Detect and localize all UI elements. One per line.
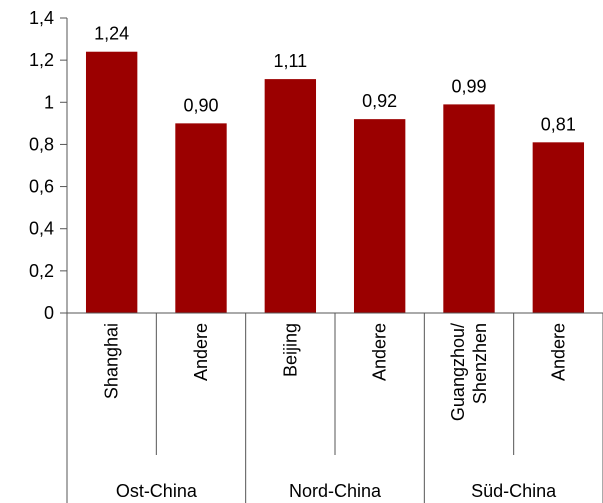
group-label: Ost-China	[116, 481, 198, 501]
y-tick-label: 0,6	[29, 177, 54, 197]
bar	[353, 119, 406, 314]
category-label: Shanghai	[102, 323, 122, 399]
data-label: 0,92	[362, 91, 397, 111]
y-tick-label: 0,4	[29, 219, 54, 239]
x-axis: Shanghai Andere Beijing Andere Guangzhou/She…	[66, 312, 603, 503]
data-labels: 1,24 0,90 1,11 0,92 0,99 0,81	[94, 24, 576, 135]
y-tick-label: 0,2	[29, 261, 54, 281]
y-tick-label: 1,4	[29, 8, 54, 28]
group-label: Nord-China	[289, 481, 382, 501]
data-label: 0,90	[183, 95, 218, 115]
bars	[85, 51, 585, 314]
data-label: 1,24	[94, 24, 129, 44]
bar	[175, 123, 227, 313]
category-label: Beijing	[280, 323, 300, 377]
data-label: 0,81	[541, 114, 576, 134]
bar	[85, 51, 138, 313]
y-tick-label: 0	[44, 303, 54, 323]
bar	[532, 142, 585, 313]
bar	[264, 79, 317, 313]
y-axis: 0 0,2 0,4 0,6 0,8 1 1,2 1,4	[29, 8, 68, 323]
category-label: Guangzhou/	[448, 323, 468, 421]
category-label: Andere	[370, 323, 390, 381]
y-tick-label: 1,2	[29, 50, 54, 70]
data-label: 0,99	[451, 76, 486, 96]
category-label: Andere	[548, 323, 568, 381]
bar	[443, 104, 495, 314]
y-tick-label: 1	[44, 92, 54, 112]
y-tick-label: 0,8	[29, 134, 54, 154]
category-label: Andere	[191, 323, 211, 381]
category-label: Shenzhen	[470, 323, 490, 404]
group-label: Süd-China	[471, 481, 557, 501]
data-label: 1,11	[273, 51, 307, 71]
